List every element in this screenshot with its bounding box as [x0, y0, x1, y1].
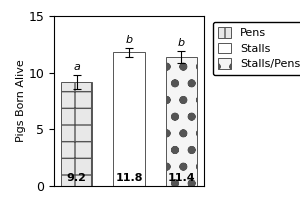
- Text: a: a: [73, 62, 80, 72]
- Text: 11.4: 11.4: [168, 173, 195, 183]
- Y-axis label: Pigs Born Alive: Pigs Born Alive: [16, 60, 26, 142]
- Bar: [61, 82, 92, 186]
- Text: 11.8: 11.8: [115, 173, 143, 183]
- Bar: [113, 52, 145, 186]
- Text: 9.2: 9.2: [67, 173, 86, 183]
- Bar: [166, 57, 197, 186]
- Text: b: b: [125, 35, 133, 45]
- Legend: Pens, Stalls, Stalls/Pens: Pens, Stalls, Stalls/Pens: [213, 22, 300, 75]
- Text: b: b: [178, 38, 185, 48]
